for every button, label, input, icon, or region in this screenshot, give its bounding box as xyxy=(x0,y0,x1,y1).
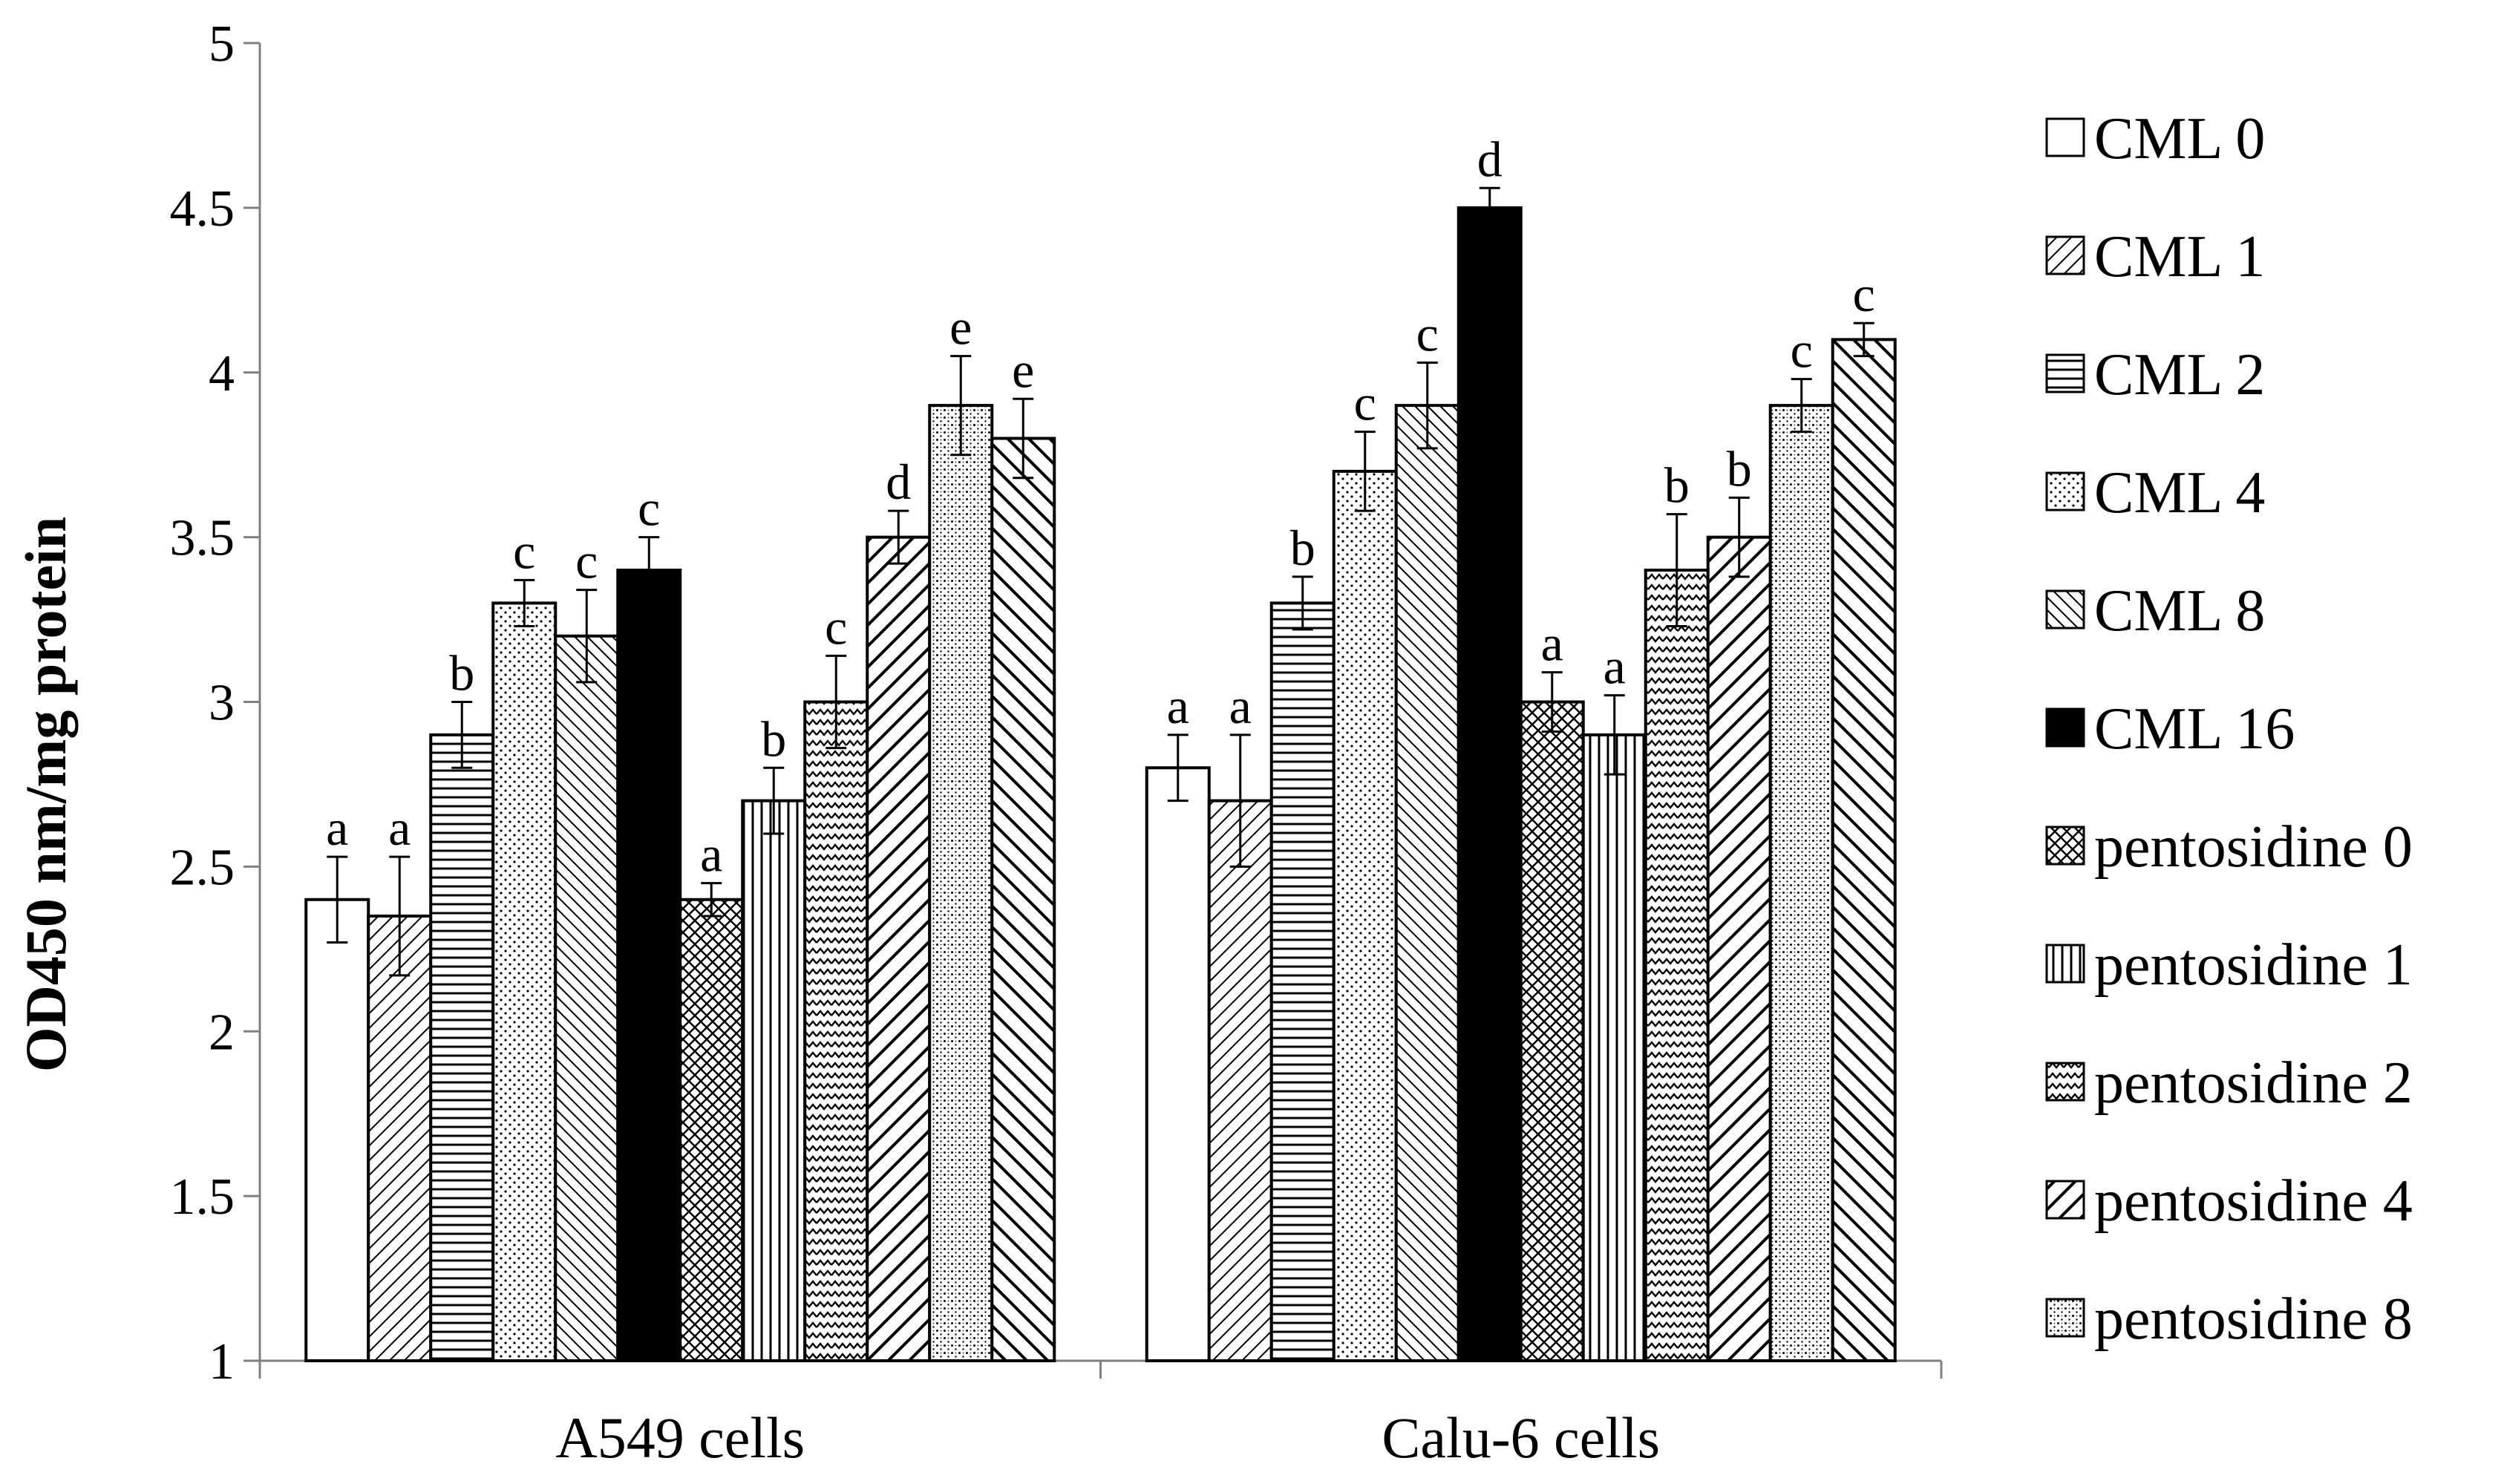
y-axis-title: OD450 nm/mg protein xyxy=(13,517,78,1072)
legend-swatch xyxy=(2045,826,2085,866)
legend-swatch xyxy=(2045,707,2085,748)
y-tick-label: 2.5 xyxy=(170,839,235,896)
significance-label: a xyxy=(388,800,411,856)
significance-label: c xyxy=(638,480,660,537)
significance-label: c xyxy=(1416,305,1439,362)
significance-label: e xyxy=(1012,341,1034,398)
bar xyxy=(1831,338,1897,1362)
bar xyxy=(866,535,932,1362)
bar xyxy=(429,733,495,1362)
legend-swatch xyxy=(2045,589,2085,630)
legend-swatch xyxy=(2045,944,2085,984)
bar xyxy=(928,404,994,1362)
legend-swatch xyxy=(2045,1062,2085,1102)
bar xyxy=(1768,404,1834,1362)
significance-label: a xyxy=(1603,638,1626,695)
legend-label: CML 1 xyxy=(2094,224,2265,290)
bar xyxy=(679,898,745,1362)
bar xyxy=(554,634,620,1362)
legend-label: pentosidine 8 xyxy=(2094,1287,2413,1352)
legend-label: CML 16 xyxy=(2094,696,2295,762)
y-tick-label: 2 xyxy=(209,1004,235,1061)
legend-label: CML 8 xyxy=(2094,578,2265,644)
legend-label: CML 0 xyxy=(2094,106,2265,171)
bar xyxy=(616,569,682,1362)
significance-label: c xyxy=(513,523,535,579)
significance-label: c xyxy=(575,533,598,589)
significance-label: d xyxy=(886,454,911,510)
bar xyxy=(304,898,370,1362)
y-tick-label: 3 xyxy=(209,675,235,732)
legend-swatch xyxy=(2045,353,2085,393)
bar xyxy=(491,601,558,1362)
y-tick-label: 4 xyxy=(209,345,235,402)
significance-label: b xyxy=(449,645,474,702)
significance-label: c xyxy=(1354,375,1376,431)
legend: CML 0 CML 1 CML 2 CML 4 CML 8 CML 16 pentosidi… xyxy=(2045,106,2413,1352)
significance-label: d xyxy=(1477,131,1503,187)
bar xyxy=(1581,733,1647,1362)
legend-label: pentosidine 2 xyxy=(2094,1050,2413,1116)
bar xyxy=(1207,799,1273,1362)
bar xyxy=(1519,700,1585,1362)
category-label: Calu-6 cells xyxy=(1382,1405,1660,1470)
bar xyxy=(990,437,1056,1362)
bar xyxy=(741,799,807,1362)
significance-label: c xyxy=(825,598,847,655)
bar xyxy=(1394,404,1460,1362)
y-tick-label: 3.5 xyxy=(170,510,235,567)
significance-label: b xyxy=(761,710,786,767)
bar xyxy=(1457,206,1523,1362)
significance-label: a xyxy=(1229,678,1252,734)
significance-label: a xyxy=(326,800,348,856)
legend-label: pentosidine 4 xyxy=(2094,1168,2413,1234)
significance-label: a xyxy=(700,826,722,883)
significance-label: e xyxy=(949,299,972,356)
legend-label: CML 4 xyxy=(2094,460,2265,526)
legend-label: pentosidine 1 xyxy=(2094,932,2413,998)
significance-label: c xyxy=(1791,322,1813,379)
bar xyxy=(1269,601,1335,1362)
legend-swatch xyxy=(2045,117,2085,157)
bar xyxy=(1332,469,1398,1362)
legend-swatch xyxy=(2045,471,2085,511)
significance-label: a xyxy=(1167,678,1189,734)
significance-label: b xyxy=(1727,440,1752,497)
bar xyxy=(803,700,869,1362)
bar xyxy=(1644,569,1710,1362)
y-tick-label: 1.5 xyxy=(170,1168,235,1226)
legend-swatch xyxy=(2045,1298,2085,1338)
legend-label: pentosidine 0 xyxy=(2094,814,2413,880)
significance-label: c xyxy=(1853,266,1875,322)
bar xyxy=(367,914,433,1362)
significance-label: b xyxy=(1290,520,1315,576)
y-tick-label: 4.5 xyxy=(170,180,235,238)
legend-label: CML 2 xyxy=(2094,342,2265,408)
y-tick-label: 5 xyxy=(209,16,235,73)
significance-label: b xyxy=(1664,457,1690,514)
legend-swatch xyxy=(2045,235,2085,275)
category-label: A549 cells xyxy=(555,1405,805,1470)
bar xyxy=(1706,535,1772,1362)
y-tick-label: 1 xyxy=(209,1333,235,1390)
significance-label: a xyxy=(1541,615,1563,672)
bar xyxy=(1145,766,1211,1362)
legend-swatch xyxy=(2045,1180,2085,1220)
axes: 1 1.5 2 2.5 3 3.5 4 4.5 5 A549 cells Calu-6 cells xyxy=(170,16,1943,1470)
